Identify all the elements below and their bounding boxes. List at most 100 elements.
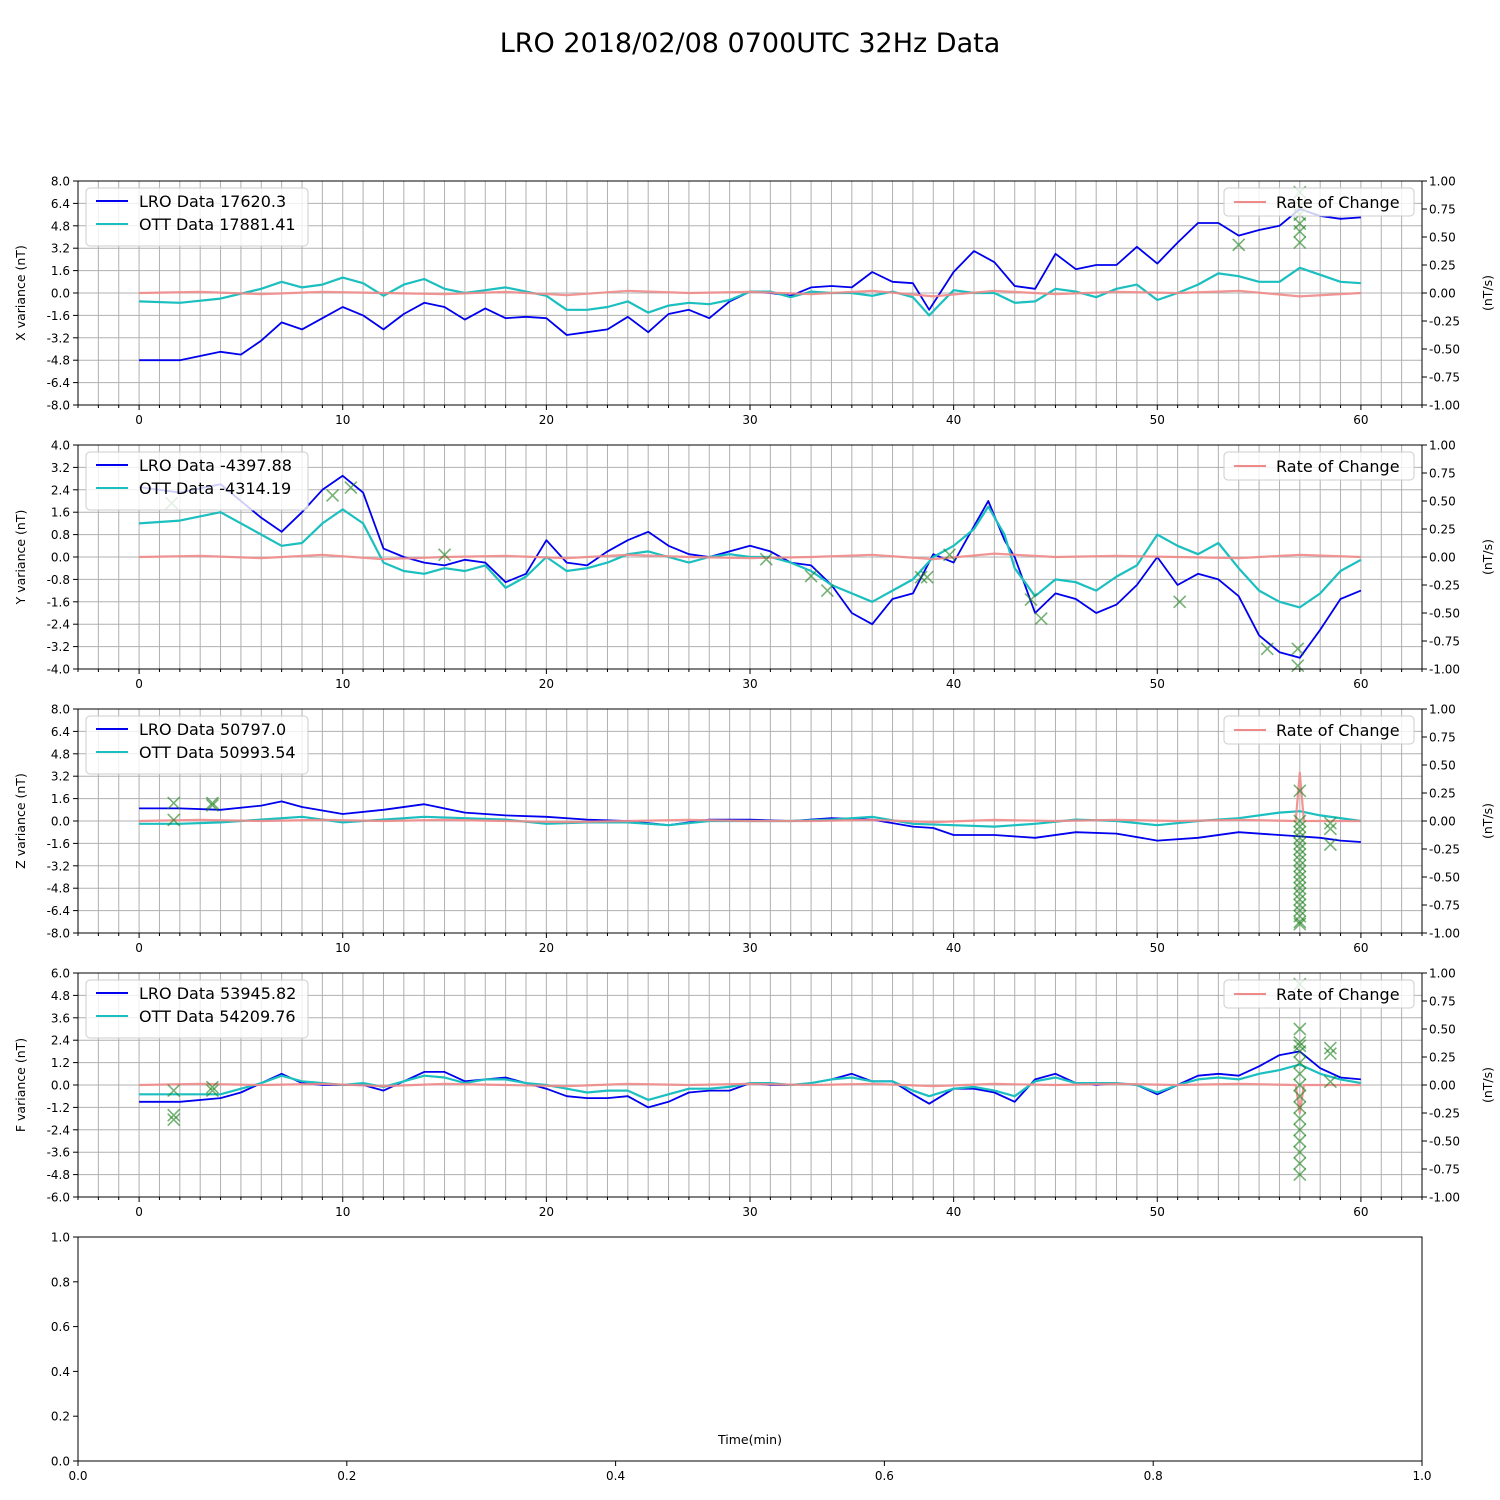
panel-5: 0.0 0.2 0.4 0.6 0.8 1.0 0.0 0.2 0.4 0.6 0.8 1.0 Time… <box>51 1231 1432 1484</box>
y-right-tick-label: -0.50 <box>1429 871 1460 885</box>
x-marker <box>1323 837 1337 852</box>
x-marker <box>1293 892 1307 906</box>
y-tick-label: 0.0 <box>51 815 70 829</box>
x-marker-stroke <box>325 488 340 502</box>
y-axis-label-right: (nT/s) <box>1480 275 1495 311</box>
y-right-tick-label: -0.50 <box>1429 607 1460 621</box>
x-marker <box>920 570 934 584</box>
y-axis-label: Z variance (nT) <box>13 773 28 869</box>
plot-area <box>78 1237 1422 1461</box>
x-marker-stroke <box>1293 784 1307 798</box>
y-right-tick-label: 0.25 <box>1429 1051 1456 1065</box>
x-marker-stroke <box>804 569 818 583</box>
y-tick-label: 0.0 <box>51 287 70 301</box>
x-marker <box>914 570 928 584</box>
x-tick-label: 30 <box>742 941 757 955</box>
y-right-tick-label: 1.00 <box>1429 175 1456 189</box>
y-tick-label: -8.0 <box>47 399 70 413</box>
legend-label: LRO Data 50797.0 <box>139 720 286 739</box>
x-tick-label: 20 <box>539 677 554 691</box>
x-marker <box>1293 1078 1307 1092</box>
y-right-tick-label: 0.75 <box>1429 467 1456 481</box>
x-marker <box>1293 853 1307 867</box>
x-marker-stroke <box>1293 1089 1307 1103</box>
x-marker <box>1293 870 1307 884</box>
y-tick-label: -4.8 <box>47 882 70 896</box>
x-tick-label: 0.8 <box>1144 1469 1163 1483</box>
x-marker <box>1293 898 1307 912</box>
x-axis: 0 10 20 30 40 50 60 <box>135 1197 1369 1219</box>
y-right-tick-label: 1.00 <box>1429 703 1456 717</box>
x-tick-label: 10 <box>335 677 350 691</box>
x-tick-label: 10 <box>335 413 350 427</box>
plot-frame <box>77 444 1423 670</box>
legend-label: OTT Data 50993.54 <box>139 743 296 762</box>
plot-frame <box>77 708 1423 934</box>
x-marker-stroke <box>1293 1134 1307 1148</box>
rate-of-change-line <box>139 289 1361 298</box>
y-axis-left: 0.0 0.2 0.4 0.6 0.8 1.0 <box>51 1231 78 1469</box>
x-marker-stroke <box>914 570 928 584</box>
y-tick-label: 6.4 <box>51 725 70 739</box>
x-tick-label: 0.0 <box>68 1469 87 1483</box>
x-tick-label: 30 <box>742 413 757 427</box>
y-axis-left: -8.0 -6.4 -4.8 -3.2 -1.6 0.0 1.6 3.2 4.8 6.4 8.0 <box>47 703 78 941</box>
x-marker-stroke <box>820 584 834 598</box>
x-tick-label: 40 <box>946 677 961 691</box>
x-marker-stroke <box>1293 842 1307 856</box>
x-marker-stroke <box>1291 642 1305 656</box>
y-tick-label: 4.8 <box>51 747 70 761</box>
legend-right: Rate of Change <box>1223 187 1415 217</box>
panel-3: 0 10 20 30 40 50 60 -8.0 -6.4 -4.8 -3.2 -1.6 0.0 1.6 3… <box>13 703 1495 956</box>
legend-box <box>85 187 309 247</box>
x-marker-stroke <box>1173 595 1187 609</box>
x-tick-label: 60 <box>1353 1205 1368 1219</box>
y-tick-label: -1.6 <box>47 595 70 609</box>
x-marker-stroke <box>344 480 358 495</box>
y-axis-left: -8.0 -6.4 -4.8 -3.2 -1.6 0.0 1.6 3.2 4.8 6.4 8.0 <box>47 175 78 413</box>
rate-of-change-line <box>139 771 1361 824</box>
legend-right: Rate of Change <box>1223 451 1415 481</box>
x-tick-label: 40 <box>946 413 961 427</box>
x-axis: 0.0 0.2 0.4 0.6 0.8 1.0 <box>68 1461 1432 1483</box>
legend-label: OTT Data 17881.41 <box>139 215 296 234</box>
legend-label: LRO Data 17620.3 <box>139 192 286 211</box>
series <box>139 208 1361 362</box>
x-marker-stroke <box>205 1080 219 1094</box>
x-marker <box>1293 1044 1307 1058</box>
y-tick-label: -4.0 <box>47 663 70 677</box>
legend-right: Rate of Change <box>1223 715 1415 745</box>
y-tick-label: -4.8 <box>47 354 70 368</box>
series <box>139 1050 1362 1115</box>
x-marker-stroke <box>1293 1067 1307 1081</box>
x-tick-label: 0 <box>135 941 143 955</box>
x-marker <box>1293 859 1307 873</box>
x-marker-stroke <box>1293 848 1307 862</box>
x-marker <box>759 552 773 566</box>
x-marker <box>167 1108 181 1122</box>
x-marker <box>1034 612 1048 626</box>
y-axis-label: F variance (nT) <box>13 1038 28 1132</box>
x-marker <box>1260 642 1274 656</box>
y-right-tick-label: 0.00 <box>1429 551 1456 565</box>
rate-of-change-line <box>139 1082 1361 1115</box>
x-marker-stroke <box>759 552 773 566</box>
x-marker <box>1323 816 1337 830</box>
y-tick-label: 1.6 <box>51 506 70 520</box>
y-right-tick-label: 0.25 <box>1429 259 1456 273</box>
x-marker <box>1293 1145 1307 1159</box>
y-axis-left: -6.0 -4.8 -3.6 -2.4 -1.2 0.0 1.2 2.4 3.6 4.8 6.0 <box>47 967 78 1205</box>
y-right-tick-label: 0.25 <box>1429 523 1456 537</box>
y-tick-label: 0.0 <box>51 1455 70 1469</box>
x-marker-stroke <box>1293 881 1307 895</box>
x-marker-stroke <box>167 1108 181 1122</box>
x-tick-label: 0 <box>135 413 143 427</box>
y-axis-left: -4.0 -3.2 -2.4 -1.6 -0.8 0.0 0.8 1.6 2.4 3.2 4.0 <box>47 439 78 677</box>
x-marker <box>820 584 834 598</box>
ott-data-line <box>139 266 1361 317</box>
x-marker <box>1293 820 1307 834</box>
markers <box>165 480 1305 673</box>
x-marker <box>167 1084 181 1098</box>
x-marker-stroke <box>1293 1100 1307 1114</box>
